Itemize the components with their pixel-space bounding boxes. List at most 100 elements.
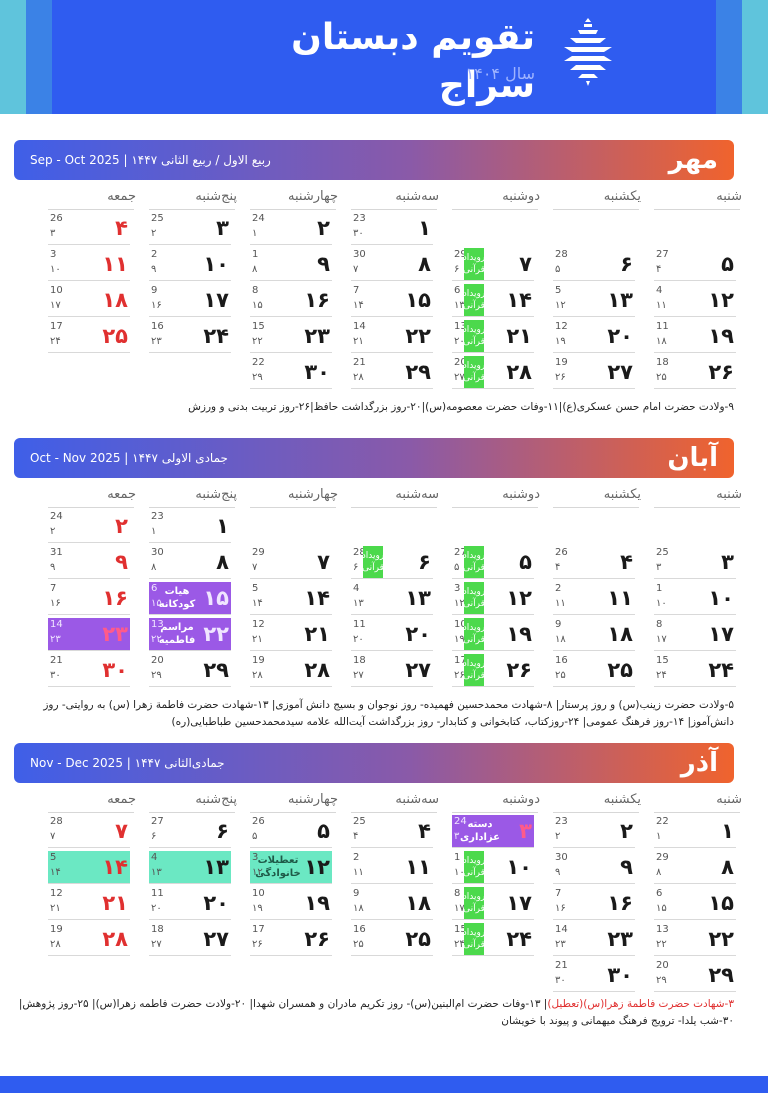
weekday-divider bbox=[48, 209, 134, 210]
gregorian-date: 24 bbox=[50, 511, 63, 522]
quran-event-label: رویداد قرآنی bbox=[462, 361, 486, 383]
gregorian-date: 9 bbox=[151, 285, 158, 296]
quran-event-tag: رویداد قرآنی bbox=[463, 284, 485, 317]
hijri-date: ۳۰ bbox=[555, 975, 566, 986]
gregorian-date: 12 bbox=[252, 619, 265, 630]
day-cell: 23 ۳۰ ۱ bbox=[351, 212, 433, 245]
day-cell: 30 ۹ ۹ bbox=[553, 851, 635, 884]
day-cell: 7 ۱۶ ۱۶ bbox=[48, 582, 130, 615]
solar-day-number: ۲ bbox=[115, 514, 128, 538]
hijri-date: ۷ bbox=[252, 562, 258, 573]
weekday-divider bbox=[654, 812, 740, 813]
solar-day-number: ۴ bbox=[418, 819, 431, 843]
gregorian-date: 16 bbox=[151, 321, 164, 332]
cell-divider bbox=[48, 650, 130, 651]
hijri-date: ۳ bbox=[454, 831, 460, 842]
hijri-date: ۲۲ bbox=[252, 336, 263, 347]
solar-day-number: ۳۰ bbox=[304, 360, 330, 384]
solar-day-number: ۲۸ bbox=[506, 360, 532, 384]
gregorian-date: 19 bbox=[555, 357, 568, 368]
cell-divider bbox=[149, 686, 231, 687]
gregorian-date: 26 bbox=[555, 547, 568, 558]
hijri-date: ۲ bbox=[151, 228, 157, 239]
gregorian-date: 24 bbox=[252, 213, 265, 224]
day-cell: 27 ۵ رویداد قرآنی ۵ bbox=[452, 546, 534, 579]
cell-divider bbox=[250, 352, 332, 353]
solar-day-number: ۳ bbox=[519, 819, 532, 843]
day-cell: 23 ۲ ۲ bbox=[553, 815, 635, 848]
gregorian-date: 29 bbox=[252, 547, 265, 558]
hijri-date: ۸ bbox=[656, 867, 662, 878]
hijri-date: ۷ bbox=[50, 831, 56, 842]
day-cell: 10 ۱۹ ۱۹ bbox=[250, 887, 332, 920]
hijri-date: ۹ bbox=[555, 867, 561, 878]
cell-divider bbox=[48, 919, 130, 920]
day-cell: 19 ۲۸ ۲۸ bbox=[250, 654, 332, 687]
solar-day-number: ۱۰ bbox=[506, 855, 532, 879]
day-cell: 20 ۲۷ رویداد قرآنی ۲۸ bbox=[452, 356, 534, 389]
month-notes: ۵-ولادت حضرت زینب(س) و روز پرستار| ۸-شها… bbox=[14, 697, 734, 731]
cell-divider bbox=[553, 388, 635, 389]
gregorian-date: 2 bbox=[555, 583, 562, 594]
hijri-date: ۱۶ bbox=[555, 903, 566, 914]
month-range: Nov - Dec 2025 | جمادی‌الثانی ۱۴۴۷ bbox=[30, 756, 225, 770]
gregorian-date: 15 bbox=[252, 321, 265, 332]
cell-divider bbox=[654, 352, 736, 353]
hijri-date: ۱۲ bbox=[555, 300, 566, 311]
solar-day-number: ۷ bbox=[115, 819, 128, 843]
gregorian-date: 18 bbox=[353, 655, 366, 666]
hijri-date: ۷ bbox=[353, 264, 359, 275]
gregorian-date: 9 bbox=[555, 619, 562, 630]
hijri-date: ۲۵ bbox=[555, 670, 566, 681]
day-cell: 21 ۳۰ ۳۰ bbox=[553, 959, 635, 992]
hijri-date: ۱۸ bbox=[555, 634, 566, 645]
day-cell: 1 ۱۰ رویداد قرآنی ۱۰ bbox=[452, 851, 534, 884]
hijri-date: ۱۳ bbox=[353, 598, 364, 609]
cell-divider bbox=[48, 883, 130, 884]
quran-event-label: رویداد قرآنی bbox=[462, 587, 486, 609]
weekday-label: شنبه bbox=[716, 487, 742, 502]
hijri-date: ۱۸ bbox=[656, 336, 667, 347]
month-name: مهر bbox=[668, 145, 718, 175]
cell-divider bbox=[553, 991, 635, 992]
solar-day-number: ۲۷ bbox=[607, 360, 633, 384]
occasion-notes: ۵-ولادت حضرت زینب(س) و روز پرستار| ۸-شها… bbox=[43, 699, 734, 728]
day-cell: 16 ۲۳ ۲۴ bbox=[149, 320, 231, 353]
cell-divider bbox=[452, 352, 534, 353]
gregorian-date: 16 bbox=[555, 655, 568, 666]
cell-divider bbox=[351, 686, 433, 687]
solar-day-number: ۴ bbox=[115, 216, 128, 240]
day-cell: 9 ۱۶ ۱۷ bbox=[149, 284, 231, 317]
gregorian-date: 3 bbox=[454, 583, 461, 594]
day-cell: 26 ۴ ۴ bbox=[553, 546, 635, 579]
hijri-date: ۲۹ bbox=[252, 372, 263, 383]
hijri-date: ۱۳ bbox=[454, 300, 465, 311]
hijri-date: ۱۷ bbox=[656, 634, 667, 645]
solar-day-number: ۱۹ bbox=[708, 324, 734, 348]
hijri-date: ۱۵ bbox=[656, 903, 667, 914]
quran-event-tag: رویداد قرآنی bbox=[463, 618, 485, 651]
weekday-divider bbox=[553, 507, 639, 508]
weekday-label: شنبه bbox=[716, 189, 742, 204]
quran-event-label: رویداد قرآنی bbox=[462, 289, 486, 311]
event-label: هیات کودکانه bbox=[158, 586, 196, 610]
gregorian-date: 7 bbox=[50, 583, 57, 594]
weekday-label: دوشنبه bbox=[502, 792, 540, 807]
gregorian-date: 12 bbox=[50, 888, 63, 899]
gregorian-date: 30 bbox=[555, 852, 568, 863]
day-cell: 29 ۶ رویداد قرآنی ۷ bbox=[452, 248, 534, 281]
weekday-label: چهارشنبه bbox=[288, 792, 338, 807]
solar-day-number: ۱۹ bbox=[304, 891, 330, 915]
day-cell: 3 ۱۲ تعطیلات خانوادگی ۱۲ bbox=[250, 851, 332, 884]
hijri-date: ۱۲ bbox=[454, 598, 465, 609]
day-cell: 21 ۲۸ ۲۹ bbox=[351, 356, 433, 389]
gregorian-date: 4 bbox=[353, 583, 360, 594]
solar-day-number: ۲۳ bbox=[102, 622, 128, 646]
cell-divider bbox=[654, 686, 736, 687]
solar-day-number: ۱۷ bbox=[203, 288, 229, 312]
solar-day-number: ۲۶ bbox=[304, 927, 330, 951]
gregorian-date: 30 bbox=[353, 249, 366, 260]
hijri-date: ۲۶ bbox=[252, 939, 263, 950]
cell-divider bbox=[452, 883, 534, 884]
day-cell: 15 ۲۴ ۲۴ bbox=[654, 654, 736, 687]
